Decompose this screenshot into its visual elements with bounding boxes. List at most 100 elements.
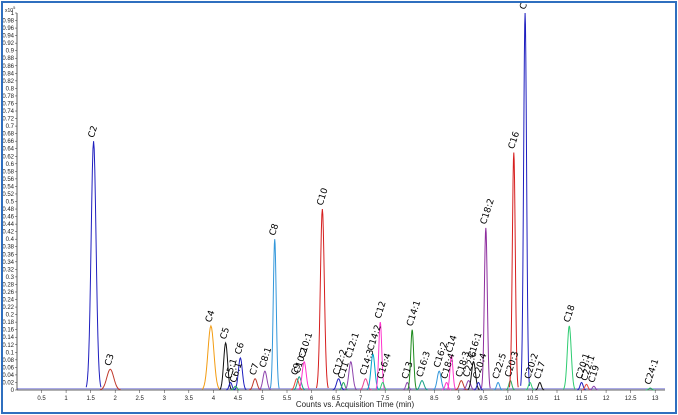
y-tick-label: 0.08 [3, 358, 15, 364]
y-scale-label: x105 [5, 5, 16, 14]
y-tick-label: 0.3 [6, 275, 15, 281]
peak-trace [290, 378, 303, 391]
y-tick-label: 0.78 [3, 94, 15, 100]
y-tick-label: 0.4 [6, 237, 15, 243]
x-tick-label: 3.5 [185, 396, 194, 402]
peak-label: C16 [507, 130, 522, 150]
peak-label: C10 [316, 187, 331, 207]
peak-trace [535, 381, 545, 391]
peak-trace [433, 370, 446, 391]
peak-label: C18 [563, 304, 578, 324]
peak-trace [508, 152, 519, 388]
y-tick-label: 0.18 [3, 320, 15, 326]
peak-trace [332, 378, 345, 391]
axes: 0 0.020.04 0.060.08 0.10.12 0.140.16 0.180.2 0… [3, 11, 665, 402]
peak-trace [446, 354, 457, 390]
peak-label: C18:2 [479, 198, 497, 226]
peak-trace [298, 360, 311, 391]
x-tick-label: 2.5 [136, 396, 145, 402]
y-tick-label: 0.72 [3, 117, 15, 123]
peak-trace [375, 322, 386, 390]
y-tick-label: 0.12 [3, 343, 15, 349]
x-tick-label: 4 [212, 396, 216, 402]
peak-trace [315, 208, 329, 389]
peak-label: C13 [401, 360, 416, 380]
peak-trace [462, 379, 475, 391]
peak-trace [473, 381, 483, 391]
y-tick-label: 0.38 [3, 245, 15, 251]
peak-trace [645, 387, 655, 391]
y-tick-label: 0.86 [3, 64, 15, 70]
y-tick-label: 0.02 [3, 380, 15, 386]
peak-label: C9 [290, 362, 303, 377]
x-tick-label: 7.5 [381, 396, 390, 402]
y-tick-label: 0.66 [3, 139, 15, 145]
y-tick-label: 0.8 [6, 86, 15, 92]
x-tick-label: 6.5 [332, 396, 341, 402]
y-tick-label: 0.14 [3, 335, 15, 341]
peak-trace [581, 383, 591, 391]
peak-trace [201, 324, 221, 390]
peak-label: C8 [268, 222, 281, 237]
y-tick-label: 0.76 [3, 101, 15, 107]
traces [17, 12, 665, 391]
peak-trace [249, 378, 262, 391]
peak-trace [402, 381, 412, 391]
y-tick-label: 0.42 [3, 230, 15, 236]
peak-label: C7 [248, 362, 261, 377]
peak-label: C14:1 [406, 299, 424, 327]
x-tick-label: 13 [652, 396, 659, 402]
x-tick-label: 10 [505, 396, 512, 402]
y-tick-label: 0.84 [3, 71, 15, 77]
x-tick-label: 12 [603, 396, 610, 402]
y-tick-label: 0.2 [6, 313, 15, 319]
y-tick-label: 0.98 [3, 19, 15, 25]
y-tick-label: 0.96 [3, 26, 15, 32]
y-tick-label: 0.74 [3, 109, 15, 115]
x-tick-label: 11 [554, 396, 561, 402]
x-tick-label: 6 [310, 396, 314, 402]
y-tick-label: 1 [11, 11, 15, 17]
y-tick-label: 0.26 [3, 290, 15, 296]
x-tick-label: 7 [359, 396, 363, 402]
y-tick-label: 0.58 [3, 169, 15, 175]
peak-label: C12 [374, 300, 389, 320]
y-tick-label: 0.16 [3, 328, 15, 334]
x-tick-label: 11.5 [576, 396, 588, 402]
peak-trace [99, 368, 121, 391]
y-tick-label: 0.48 [3, 207, 15, 213]
peak-label: C2 [87, 125, 100, 140]
peak-label: C4 [204, 309, 217, 324]
y-tick-label: 0.62 [3, 154, 15, 160]
y-tick-label: 0.56 [3, 177, 15, 183]
peak-trace [589, 385, 599, 391]
peak-trace [258, 370, 272, 391]
peak-trace [493, 381, 503, 391]
x-tick-label: 0.5 [37, 396, 46, 402]
x-tick-label: 8.5 [430, 396, 439, 402]
y-tick-label: 0.82 [3, 79, 15, 85]
y-tick-label: 0.34 [3, 260, 15, 266]
peak-trace [359, 378, 372, 391]
y-tick-label: 0.36 [3, 252, 15, 258]
y-tick-label: 0.22 [3, 305, 15, 311]
x-tick-label: 3 [163, 396, 167, 402]
y-tick-label: 0.94 [3, 34, 15, 40]
y-tick-label: 0.64 [3, 147, 15, 153]
peak-trace [480, 227, 491, 389]
peak-trace [234, 356, 247, 391]
peak-trace [520, 12, 531, 386]
peak-trace [344, 360, 357, 391]
y-tick-label: 0.5 [6, 200, 15, 206]
chromatogram-chart: 0 0.020.04 0.060.08 0.10.12 0.140.16 0.180.2 0… [3, 3, 665, 409]
y-tick-label: 0.28 [3, 282, 15, 288]
peak-label: C16:3 [415, 350, 433, 378]
peak-trace [378, 381, 388, 391]
peak-trace [407, 329, 418, 390]
peak-trace [577, 381, 587, 391]
peak-trace [416, 379, 428, 391]
y-tick-label: 0.7 [6, 124, 15, 130]
peak-trace [525, 381, 535, 391]
